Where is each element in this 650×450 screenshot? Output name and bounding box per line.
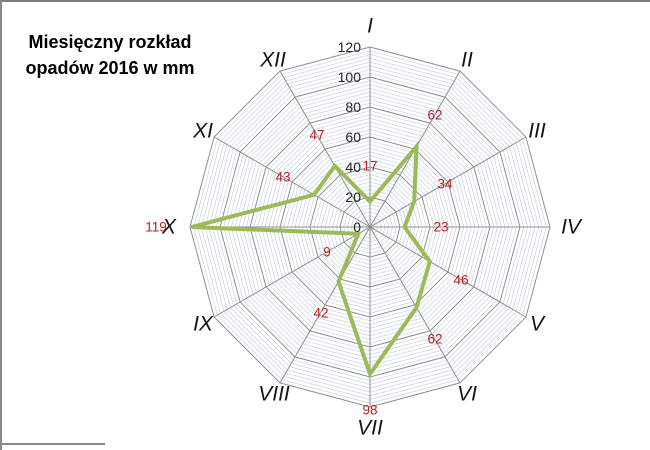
data-label-III: 34 — [437, 176, 453, 192]
axis-tick-label-100: 100 — [337, 69, 361, 85]
axis-tick-label-0: 0 — [353, 219, 361, 235]
category-label-X: X — [161, 215, 177, 239]
category-label-II: II — [461, 48, 473, 72]
category-label-III: III — [528, 119, 546, 143]
chart-title-line2: opadów 2016 w mm — [25, 58, 195, 78]
axis-tick-label-120: 120 — [337, 39, 361, 55]
category-label-XI: XI — [193, 119, 213, 143]
data-label-X: 119 — [145, 219, 167, 235]
category-label-IX: IX — [193, 312, 213, 336]
series-line-precipitation — [190, 140, 432, 379]
data-label-V: 46 — [453, 272, 469, 288]
data-label-XII: 47 — [309, 127, 325, 143]
axis-spoke-VIII — [279, 226, 371, 384]
axis-spoke-XII — [279, 70, 371, 228]
data-label-I: 17 — [362, 158, 378, 174]
data-label-II: 62 — [427, 107, 443, 123]
chart-title-line1: Miesięczny rozkład — [28, 32, 192, 52]
data-label-XI: 43 — [275, 169, 291, 185]
axis-spoke-III — [369, 136, 527, 228]
axis-tick-label-60: 60 — [345, 129, 361, 145]
axis-spoke-XI — [213, 136, 371, 228]
axis-tick-label-20: 20 — [345, 189, 361, 205]
axis-spoke-VI — [369, 226, 461, 384]
category-label-IV: IV — [561, 215, 581, 239]
axis-spoke-V — [369, 226, 527, 318]
category-label-VI: VI — [457, 382, 477, 406]
category-label-XII: XII — [260, 48, 286, 72]
frame-border-bottom-segment — [2, 443, 105, 445]
category-label-V: V — [529, 312, 545, 336]
category-label-VII: VII — [357, 416, 383, 440]
data-label-IX: 9 — [323, 244, 331, 260]
axis-tick-label-80: 80 — [345, 99, 361, 115]
axis-spoke-IX — [213, 226, 371, 318]
data-label-IV: 23 — [433, 219, 449, 235]
chart-title: Miesięczny rozkład opadów 2016 w mm — [6, 29, 214, 81]
data-label-VIII: 42 — [313, 305, 329, 321]
category-label-VIII: VIII — [258, 382, 290, 406]
data-label-VI: 62 — [427, 331, 443, 347]
axis-tick-label-40: 40 — [345, 159, 361, 175]
category-label-I: I — [367, 14, 373, 38]
data-label-VII: 98 — [362, 402, 378, 418]
